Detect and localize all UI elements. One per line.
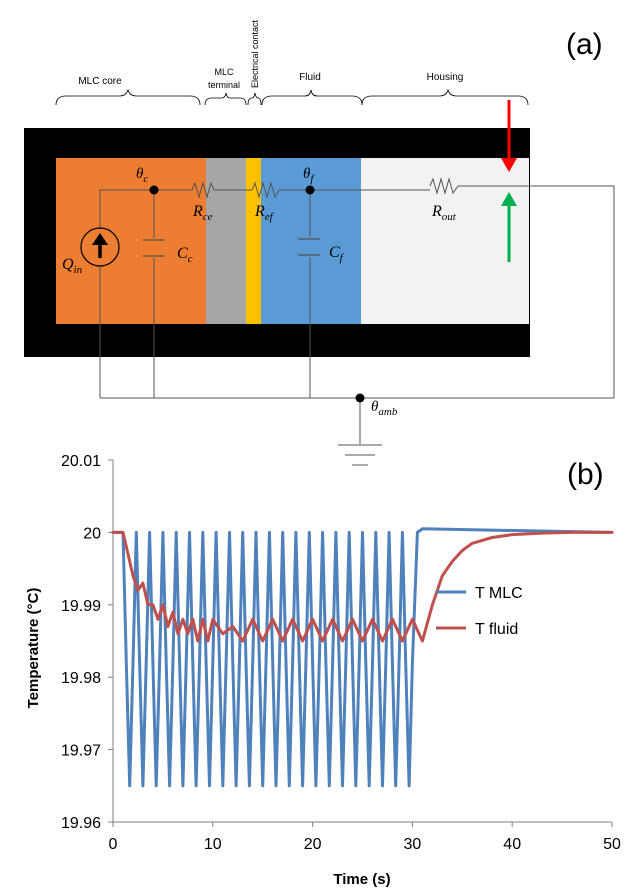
label-theta-amb: θamb [371,399,398,418]
label-theta-f: θf [303,166,315,185]
section-braces [55,88,529,106]
legend-label: T fluid [475,621,518,638]
arrow-down-icon [501,158,517,172]
resistor-r-ce [191,181,216,199]
x-tick-label: 50 [603,836,621,853]
panel-b-label: (b) [567,458,604,491]
node-theta-amb [355,393,365,403]
y-tick-label: 20.01 [61,453,101,470]
label-c-c: Cc [177,245,193,265]
chart-x-axis-label: Time (s) [333,871,390,888]
series-line-t-fluid [111,530,614,643]
label-r-out: Rout [431,203,457,223]
chart-legend: T MLC T fluid [436,585,523,638]
y-tick-label: 19.98 [61,670,101,687]
brace-mlc-terminal [204,92,247,106]
housing-region [361,158,529,324]
series-line-t-mlc [111,527,614,788]
node-theta-c [149,185,159,195]
panel-a-thermal-circuit: (a) MLC core MLC terminal Electrical con… [24,19,615,466]
node-theta-f [305,185,315,195]
y-tick-label: 19.96 [61,815,101,832]
brace-mlc-core [55,88,201,106]
brace-electrical-contact [247,92,262,106]
ground-icon [338,444,382,466]
x-tick-label: 30 [404,836,422,853]
section-label-mlc-terminal-line1: MLC [214,67,234,77]
panel-b-temperature-chart: (b) 0 10 20 30 40 50 19.96 19.97 19.98 19.99 20 20.… [25,453,621,888]
resistor-r-ef [251,181,280,199]
resistors [191,177,459,199]
resistor-r-out [429,177,459,195]
panel-a-label: (a) [566,28,603,61]
label-r-ef: Ref [254,203,275,223]
capacitors [143,238,320,257]
chart-y-axis-label: Temperature (°C) [25,588,42,709]
heat-flow-arrows [501,100,517,262]
brace-fluid [261,89,363,106]
y-tick-label: 19.99 [61,598,101,615]
chart-series [111,527,614,788]
x-tick-label: 40 [503,836,521,853]
section-label-electrical-contact: Electrical contact [250,19,260,88]
heat-source-q-in [80,227,120,267]
heat-source-arrow-icon [92,233,108,245]
chart-axes: 0 10 20 30 40 50 19.96 19.97 19.98 19.99 20 20.01 [61,453,621,853]
electrical-contact-region [246,158,261,324]
label-r-ce: Rce [192,203,213,223]
label-theta-c: θc [136,166,148,185]
section-label-mlc-core: MLC core [78,76,122,87]
mlc-core-region [56,158,206,324]
x-tick-label: 0 [109,836,118,853]
section-label-housing: Housing [427,72,464,83]
label-q-in: Qin [62,256,83,276]
section-label-mlc-terminal-line2: terminal [208,80,240,90]
legend-label: T MLC [475,585,523,602]
x-tick-label: 20 [304,836,322,853]
section-label-fluid: Fluid [299,72,321,83]
arrow-up-icon [501,192,517,206]
y-tick-label: 20 [83,525,101,542]
y-tick-label: 19.97 [61,743,101,760]
x-tick-label: 10 [204,836,222,853]
mlc-terminal-region [206,158,246,324]
brace-housing [361,88,529,106]
label-c-f: Cf [329,244,345,264]
